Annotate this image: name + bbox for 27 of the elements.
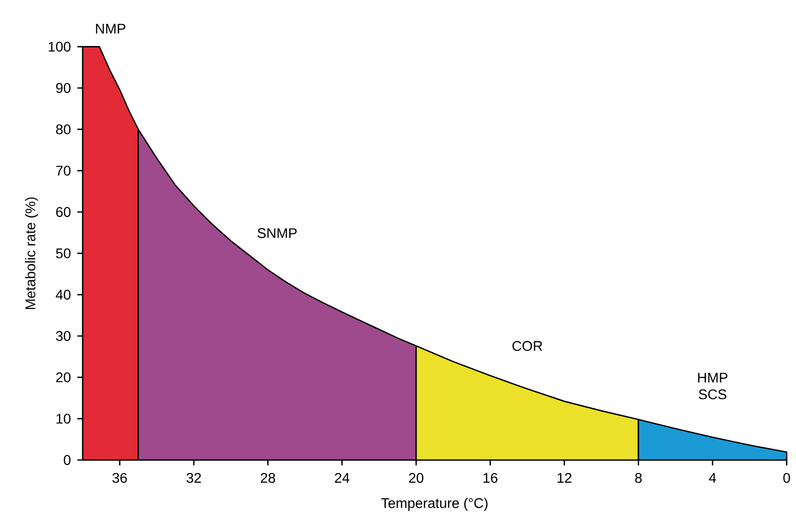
x-tick-label: 8	[635, 472, 642, 483]
x-tick-label: 24	[334, 472, 350, 483]
x-tick-label: 0	[783, 472, 790, 483]
y-tick-label: 40	[56, 290, 71, 300]
y-tick-label: 10	[56, 414, 71, 424]
x-tick-label: 16	[484, 472, 498, 483]
x-tick-label: 32	[186, 472, 201, 483]
text: HMP SCS	[698, 372, 728, 400]
series-label: NMP	[96, 24, 126, 34]
x-tick-label: 36	[112, 472, 127, 483]
y-tick-label: 20	[56, 372, 71, 382]
y-tick-label: 0	[64, 455, 71, 465]
x-tick-label: 4	[708, 472, 716, 483]
series-label: SNMP	[258, 228, 297, 238]
y-tick-label: 70	[56, 166, 71, 176]
y-tick-label: 50	[56, 248, 71, 258]
x-tick-label: 20	[409, 472, 424, 483]
x-axis-title: Temperature (°C)	[381, 498, 488, 511]
text: COR	[512, 341, 542, 351]
x-tick-label: 12	[558, 472, 572, 483]
y-tick-label: 100	[48, 42, 71, 52]
y-axis-title: Metabolic rate (%)	[25, 197, 38, 309]
y-tick-label: 80	[56, 124, 71, 134]
y-tick-label: 90	[56, 83, 71, 93]
y-tick-label: 60	[56, 207, 71, 217]
y-tick-label: 30	[56, 331, 71, 341]
x-tick-label: 28	[260, 472, 276, 483]
